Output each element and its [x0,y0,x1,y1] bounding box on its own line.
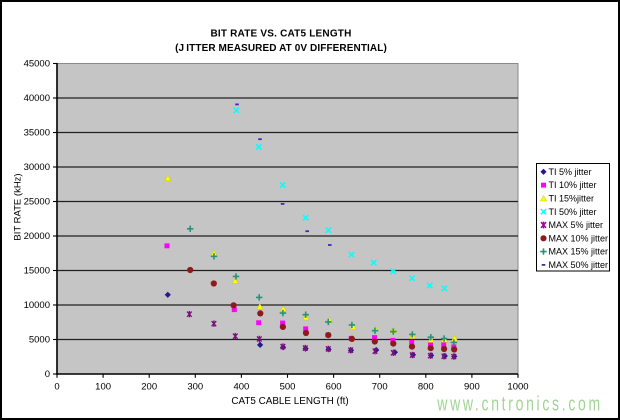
svg-text:0: 0 [54,382,59,393]
svg-text:BIT RATE (kHz): BIT RATE (kHz) [13,173,24,240]
svg-text:25000: 25000 [24,197,50,208]
svg-text:TI 5% jitter: TI 5% jitter [549,167,592,177]
svg-text:MAX 5% jitter: MAX 5% jitter [549,220,604,230]
svg-text:400: 400 [233,382,249,393]
svg-text:900: 900 [464,382,480,393]
svg-text:600: 600 [326,382,342,393]
svg-text:TI 50% jitter: TI 50% jitter [549,207,597,217]
svg-text:500: 500 [280,382,296,393]
svg-text:20000: 20000 [24,231,50,242]
svg-text:10000: 10000 [24,300,50,311]
svg-text:0: 0 [45,369,50,380]
svg-text:MAX 10% jitter: MAX 10% jitter [549,233,609,243]
svg-text:30000: 30000 [24,162,50,173]
svg-text:15000: 15000 [24,266,50,277]
svg-text:100: 100 [95,382,111,393]
svg-text:www.cntronics.com: www.cntronics.com [436,392,602,415]
svg-text:CAT5 CABLE LENGTH (ft): CAT5 CABLE LENGTH (ft) [231,396,348,407]
svg-text:5000: 5000 [29,335,50,346]
svg-text:700: 700 [372,382,388,393]
svg-text:1000: 1000 [507,382,528,393]
svg-text:40000: 40000 [24,93,50,104]
svg-text:TI 10% jitter: TI 10% jitter [549,180,597,190]
svg-text:800: 800 [418,382,434,393]
svg-text:45000: 45000 [24,59,50,70]
svg-text:MAX 50% jitter: MAX 50% jitter [549,260,609,270]
svg-text:BIT RATE VS. CAT5 LENGTH: BIT RATE VS. CAT5 LENGTH [210,29,351,40]
svg-text:TI 15%jitter: TI 15%jitter [549,194,595,204]
svg-text:MAX 15% jitter: MAX 15% jitter [549,247,609,257]
svg-text:(J ITTER MEASURED AT 0V DIFFER: (J ITTER MEASURED AT 0V DIFFERENTIAL) [175,43,387,54]
svg-text:300: 300 [187,382,203,393]
svg-text:35000: 35000 [24,128,50,139]
svg-text:200: 200 [141,382,157,393]
